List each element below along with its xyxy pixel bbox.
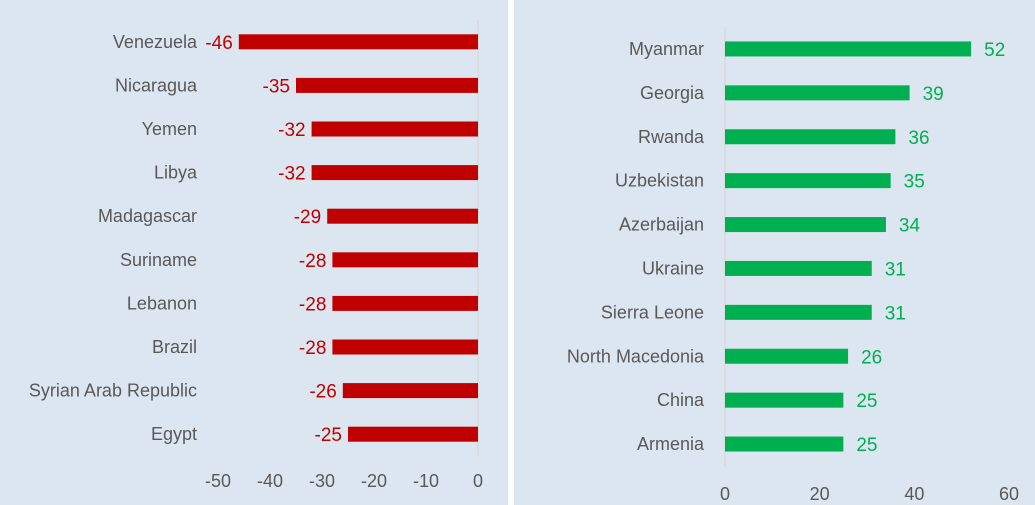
bar [725,260,872,276]
bar [342,383,478,399]
x-tick-label: -40 [257,471,283,491]
bar [725,392,844,408]
bar [725,41,972,57]
data-label: -32 [278,120,305,141]
x-tick-label: 0 [720,484,730,504]
bar [332,252,478,268]
category-label: Suriname [120,250,197,270]
x-tick-label: -10 [413,471,439,491]
bar [725,85,910,101]
data-label: 26 [861,347,882,368]
data-label: -28 [299,294,326,315]
bar [348,426,478,442]
negative-values-chart: Venezuela -46 Nicaragua -35 Yemen -32 Libya -32… [29,20,483,491]
data-label: -46 [205,33,232,54]
bar [238,34,478,50]
category-label: Brazil [152,337,197,357]
data-label: 35 [904,172,925,193]
x-tick-label: -20 [361,471,387,491]
bar [327,208,478,224]
data-label: 25 [856,391,877,412]
category-label: Yemen [142,119,197,139]
x-tick-label: -50 [205,471,231,491]
bar [725,173,891,189]
bar [311,121,478,137]
data-label: -28 [299,338,326,359]
category-label: Nicaragua [115,75,198,95]
category-label: Armenia [637,434,705,454]
bar [725,304,872,320]
category-label: Myanmar [629,39,704,59]
data-label: -35 [263,76,290,97]
data-label: -28 [299,251,326,272]
x-tick-label: 40 [904,484,924,504]
x-tick-label: 60 [999,484,1019,504]
category-label: Uzbekistan [615,171,704,191]
category-label: Libya [154,163,198,183]
data-label: -29 [294,207,321,228]
x-tick-label: 0 [473,471,483,491]
left-chart-panel: Venezuela -46 Nicaragua -35 Yemen -32 Libya -32… [0,0,508,505]
category-label: Syrian Arab Republic [29,381,197,401]
category-label: Madagascar [98,206,197,226]
bar [311,165,478,181]
bar [332,339,478,355]
data-label: -26 [309,382,336,403]
bar [725,436,844,452]
x-tick-label: 20 [810,484,830,504]
category-label: Lebanon [127,293,197,313]
data-label: -25 [315,425,342,446]
category-label: Ukraine [642,258,704,278]
category-label: Georgia [640,83,705,103]
category-label: Venezuela [113,32,198,52]
data-label: 31 [885,303,906,324]
category-label: North Macedonia [567,346,705,366]
bar [332,295,478,311]
bar [725,217,886,233]
bar [725,129,896,145]
data-label: 52 [984,40,1005,61]
data-label: 31 [885,259,906,280]
category-label: Rwanda [638,127,705,147]
bar [296,77,478,93]
data-label: 39 [923,84,944,105]
positive-values-chart: Myanmar 52 Georgia 39 Rwanda 36 Uzbekistan 35 Az… [567,27,1019,504]
category-label: Egypt [151,424,197,444]
data-label: 34 [899,216,921,237]
category-label: Sierra Leone [601,302,704,322]
right-chart-panel: Myanmar 52 Georgia 39 Rwanda 36 Uzbekistan 35 Az… [514,0,1035,505]
bar [725,348,849,364]
category-label: Azerbaijan [619,215,704,235]
data-label: 36 [908,128,929,149]
x-tick-label: -30 [309,471,335,491]
data-label: 25 [856,435,877,456]
category-label: China [657,390,705,410]
data-label: -32 [278,164,305,185]
